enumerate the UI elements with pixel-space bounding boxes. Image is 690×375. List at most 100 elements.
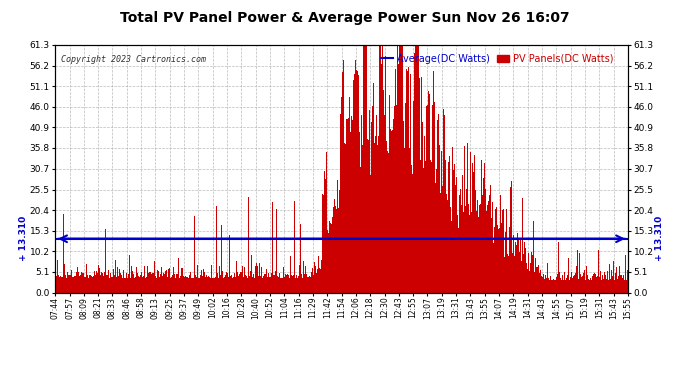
- Bar: [141, 278, 143, 292]
- Bar: [578, 279, 579, 292]
- Bar: [348, 118, 349, 292]
- Bar: [330, 223, 331, 292]
- Text: Copyright 2023 Cartronics.com: Copyright 2023 Cartronics.com: [61, 55, 206, 64]
- Bar: [200, 274, 201, 292]
- Bar: [73, 277, 74, 292]
- Bar: [564, 272, 565, 292]
- Bar: [241, 272, 242, 292]
- Bar: [82, 273, 83, 292]
- Bar: [313, 275, 314, 292]
- Bar: [119, 269, 120, 292]
- Bar: [172, 274, 173, 292]
- Bar: [322, 194, 324, 292]
- Bar: [575, 266, 577, 292]
- Bar: [163, 273, 164, 292]
- Bar: [453, 170, 455, 292]
- Bar: [235, 277, 237, 292]
- Bar: [457, 214, 458, 292]
- Bar: [435, 183, 436, 292]
- Bar: [597, 276, 598, 292]
- Bar: [398, 64, 399, 292]
- Bar: [218, 278, 219, 292]
- Bar: [78, 272, 79, 292]
- Bar: [529, 271, 530, 292]
- Bar: [202, 276, 203, 292]
- Bar: [415, 45, 416, 292]
- Bar: [287, 274, 288, 292]
- Bar: [316, 273, 317, 292]
- Bar: [290, 256, 291, 292]
- Bar: [72, 276, 73, 292]
- Bar: [134, 278, 135, 292]
- Bar: [206, 275, 207, 292]
- Bar: [562, 275, 563, 292]
- Bar: [591, 280, 592, 292]
- Bar: [257, 266, 258, 292]
- Bar: [500, 195, 501, 292]
- Bar: [268, 273, 269, 292]
- Bar: [104, 272, 106, 292]
- Bar: [331, 224, 332, 292]
- Bar: [465, 206, 466, 292]
- Bar: [451, 168, 453, 292]
- Bar: [371, 122, 372, 292]
- Bar: [502, 210, 503, 292]
- Bar: [396, 105, 397, 292]
- Bar: [160, 274, 161, 292]
- Bar: [64, 264, 66, 292]
- Bar: [364, 45, 366, 292]
- Bar: [212, 267, 213, 292]
- Bar: [476, 211, 477, 292]
- Bar: [611, 270, 612, 292]
- Bar: [356, 70, 357, 292]
- Bar: [442, 186, 443, 292]
- Bar: [605, 276, 607, 292]
- Bar: [336, 209, 337, 292]
- Bar: [263, 276, 264, 292]
- Bar: [601, 280, 602, 292]
- Bar: [511, 180, 512, 292]
- Bar: [617, 279, 618, 292]
- Bar: [225, 275, 226, 292]
- Bar: [355, 60, 356, 292]
- Bar: [240, 272, 241, 292]
- Bar: [482, 195, 483, 292]
- Bar: [467, 143, 468, 292]
- Bar: [548, 278, 549, 292]
- Bar: [91, 276, 92, 292]
- Bar: [381, 64, 382, 292]
- Bar: [118, 276, 119, 292]
- Bar: [445, 160, 446, 292]
- Bar: [143, 276, 144, 292]
- Bar: [471, 163, 473, 292]
- Bar: [585, 280, 586, 292]
- Bar: [607, 271, 609, 292]
- Bar: [79, 275, 81, 292]
- Bar: [497, 225, 498, 292]
- Bar: [498, 229, 500, 292]
- Bar: [366, 45, 367, 292]
- Bar: [626, 270, 627, 292]
- Bar: [341, 97, 342, 292]
- Bar: [604, 272, 605, 292]
- Bar: [602, 279, 604, 292]
- Bar: [114, 274, 115, 292]
- Bar: [443, 109, 444, 292]
- Bar: [239, 274, 240, 292]
- Bar: [545, 275, 546, 292]
- Bar: [314, 262, 315, 292]
- Bar: [149, 272, 150, 292]
- Bar: [417, 45, 418, 292]
- Bar: [291, 275, 292, 292]
- Bar: [59, 273, 61, 292]
- Bar: [563, 280, 564, 292]
- Bar: [526, 262, 527, 292]
- Bar: [496, 207, 497, 292]
- Bar: [600, 271, 601, 292]
- Bar: [128, 274, 129, 292]
- Bar: [383, 90, 384, 292]
- Text: Total PV Panel Power & Average Power Sun Nov 26 16:07: Total PV Panel Power & Average Power Sun…: [120, 11, 570, 25]
- Bar: [171, 277, 172, 292]
- Bar: [362, 45, 364, 292]
- Bar: [534, 272, 535, 292]
